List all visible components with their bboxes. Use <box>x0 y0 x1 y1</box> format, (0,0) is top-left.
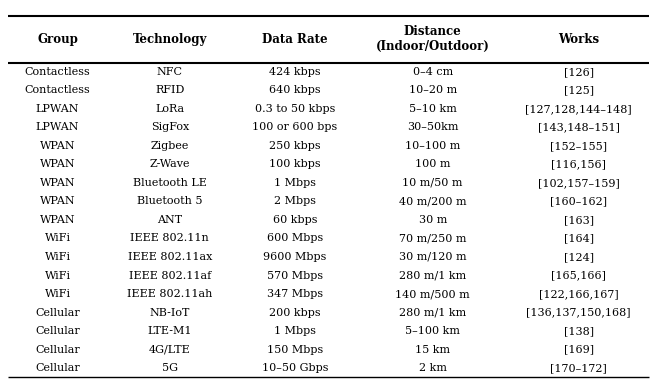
Text: [164]: [164] <box>564 233 594 244</box>
Text: LTE-M1: LTE-M1 <box>148 326 192 336</box>
Text: 10–20 m: 10–20 m <box>409 85 457 95</box>
Text: 60 kbps: 60 kbps <box>273 215 317 225</box>
Text: 5–10 km: 5–10 km <box>409 104 457 114</box>
Text: IEEE 802.11ah: IEEE 802.11ah <box>127 289 212 299</box>
Text: LPWAN: LPWAN <box>36 123 79 132</box>
Text: WPAN: WPAN <box>40 141 76 151</box>
Text: WiFi: WiFi <box>45 289 71 299</box>
Text: Cellular: Cellular <box>35 326 80 336</box>
Text: 5G: 5G <box>162 363 178 373</box>
Text: Works: Works <box>558 33 599 46</box>
Text: 2 km: 2 km <box>419 363 447 373</box>
Text: 100 kbps: 100 kbps <box>269 159 321 170</box>
Text: 140 m/500 m: 140 m/500 m <box>396 289 470 299</box>
Text: [160–162]: [160–162] <box>550 196 607 207</box>
Text: 200 kbps: 200 kbps <box>269 308 321 317</box>
Text: 70 m/250 m: 70 m/250 m <box>399 233 466 244</box>
Text: 280 m/1 km: 280 m/1 km <box>399 270 466 280</box>
Text: WPAN: WPAN <box>40 215 76 225</box>
Text: 280 m/1 km: 280 m/1 km <box>399 308 466 317</box>
Text: Zigbee: Zigbee <box>150 141 189 151</box>
Text: Cellular: Cellular <box>35 345 80 354</box>
Text: [102,157–159]: [102,157–159] <box>537 178 620 188</box>
Text: 100 m: 100 m <box>415 159 451 170</box>
Text: [169]: [169] <box>564 345 594 354</box>
Text: [143,148–151]: [143,148–151] <box>537 123 620 132</box>
Text: Z-Wave: Z-Wave <box>150 159 190 170</box>
Text: Data Rate: Data Rate <box>262 33 328 46</box>
Text: WPAN: WPAN <box>40 159 76 170</box>
Text: RFID: RFID <box>155 85 185 95</box>
Text: LoRa: LoRa <box>155 104 185 114</box>
Text: IEEE 802.11af: IEEE 802.11af <box>129 270 211 280</box>
Text: 30 m: 30 m <box>419 215 447 225</box>
Text: 10–100 m: 10–100 m <box>405 141 461 151</box>
Text: 2 Mbps: 2 Mbps <box>274 196 316 207</box>
Text: 10 m/50 m: 10 m/50 m <box>403 178 463 188</box>
Text: [116,156]: [116,156] <box>551 159 606 170</box>
Text: WPAN: WPAN <box>40 196 76 207</box>
Text: WiFi: WiFi <box>45 270 71 280</box>
Text: 15 km: 15 km <box>415 345 450 354</box>
Text: Contactless: Contactless <box>25 85 91 95</box>
Text: 1 Mbps: 1 Mbps <box>274 178 316 188</box>
Text: [125]: [125] <box>564 85 594 95</box>
Text: 30–50km: 30–50km <box>407 123 459 132</box>
Text: 5–100 km: 5–100 km <box>405 326 460 336</box>
Text: 4G/LTE: 4G/LTE <box>149 345 191 354</box>
Text: WiFi: WiFi <box>45 233 71 244</box>
Text: 347 Mbps: 347 Mbps <box>267 289 323 299</box>
Text: [170–172]: [170–172] <box>550 363 607 373</box>
Text: [165,166]: [165,166] <box>551 270 606 280</box>
Text: 0–4 cm: 0–4 cm <box>413 67 453 77</box>
Text: NB-IoT: NB-IoT <box>150 308 190 317</box>
Text: Bluetooth 5: Bluetooth 5 <box>137 196 202 207</box>
Text: WPAN: WPAN <box>40 178 76 188</box>
Text: Cellular: Cellular <box>35 308 80 317</box>
Text: 250 kbps: 250 kbps <box>269 141 321 151</box>
Text: WiFi: WiFi <box>45 252 71 262</box>
Text: 1 Mbps: 1 Mbps <box>274 326 316 336</box>
Text: Group: Group <box>37 33 78 46</box>
Text: 9600 Mbps: 9600 Mbps <box>263 252 327 262</box>
Text: LPWAN: LPWAN <box>36 104 79 114</box>
Text: [152–155]: [152–155] <box>550 141 607 151</box>
Text: 10–50 Gbps: 10–50 Gbps <box>261 363 328 373</box>
Text: 600 Mbps: 600 Mbps <box>267 233 323 244</box>
Text: SigFox: SigFox <box>150 123 189 132</box>
Text: [122,166,167]: [122,166,167] <box>539 289 618 299</box>
Text: Bluetooth LE: Bluetooth LE <box>133 178 207 188</box>
Text: [136,137,150,168]: [136,137,150,168] <box>526 308 631 317</box>
Text: ANT: ANT <box>157 215 183 225</box>
Text: 424 kbps: 424 kbps <box>269 67 321 77</box>
Text: 150 Mbps: 150 Mbps <box>267 345 323 354</box>
Text: [126]: [126] <box>564 67 594 77</box>
Text: 0.3 to 50 kbps: 0.3 to 50 kbps <box>255 104 335 114</box>
Text: 640 kbps: 640 kbps <box>269 85 321 95</box>
Text: Contactless: Contactless <box>25 67 91 77</box>
Text: 570 Mbps: 570 Mbps <box>267 270 323 280</box>
Text: Distance
(Indoor/Outdoor): Distance (Indoor/Outdoor) <box>376 25 489 53</box>
Text: 40 m/200 m: 40 m/200 m <box>399 196 466 207</box>
Text: IEEE 802.11n: IEEE 802.11n <box>131 233 209 244</box>
Text: [163]: [163] <box>564 215 594 225</box>
Text: [127,128,144–148]: [127,128,144–148] <box>525 104 632 114</box>
Text: 100 or 600 bps: 100 or 600 bps <box>252 123 338 132</box>
Text: [138]: [138] <box>564 326 594 336</box>
Text: IEEE 802.11ax: IEEE 802.11ax <box>127 252 212 262</box>
Text: [124]: [124] <box>564 252 594 262</box>
Text: NFC: NFC <box>157 67 183 77</box>
Text: 30 m/120 m: 30 m/120 m <box>399 252 466 262</box>
Text: Cellular: Cellular <box>35 363 80 373</box>
Text: Technology: Technology <box>133 33 207 46</box>
